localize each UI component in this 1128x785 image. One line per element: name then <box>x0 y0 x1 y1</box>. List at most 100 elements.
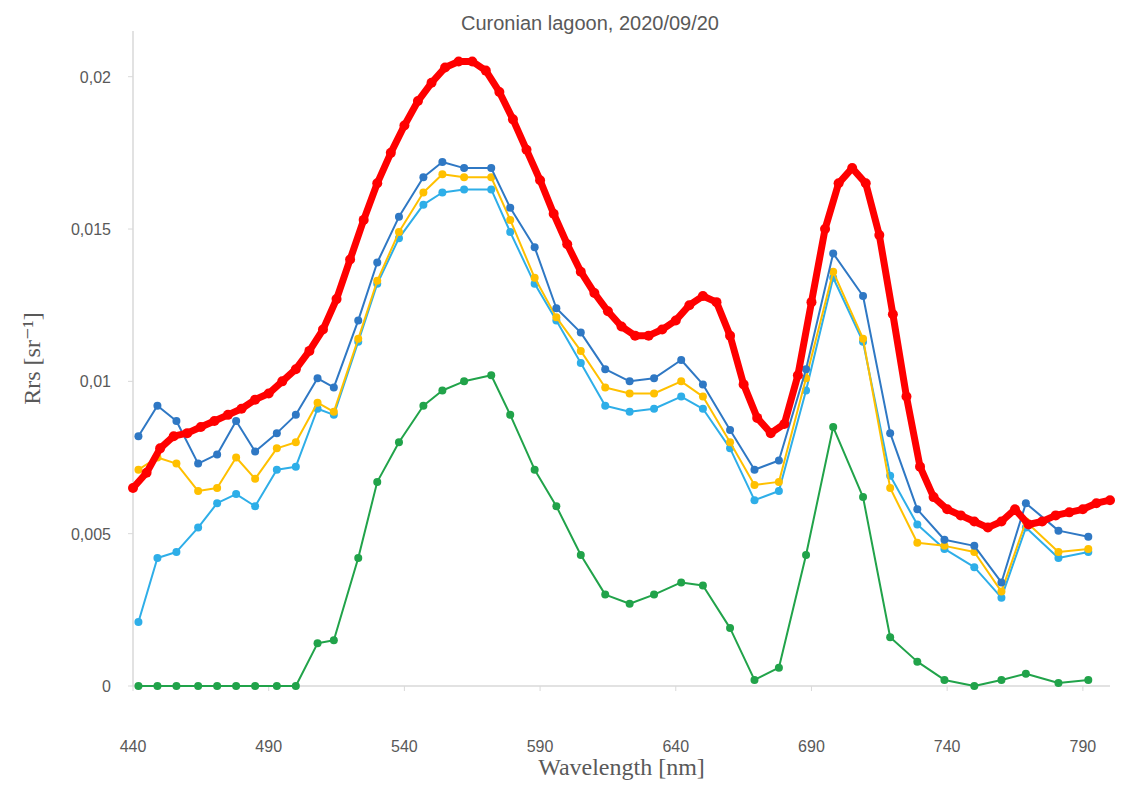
x-tick-label: 740 <box>934 738 961 755</box>
y-axis-line <box>132 31 134 686</box>
series-point <box>386 148 396 158</box>
series-point <box>1054 527 1062 535</box>
y-tick-label: 0 <box>102 678 111 695</box>
x-tick <box>811 686 812 691</box>
series-point <box>1064 507 1074 517</box>
series-point <box>153 682 161 690</box>
series-point <box>874 230 884 240</box>
series-point <box>779 419 789 429</box>
series-point <box>454 56 464 66</box>
series-point <box>332 294 342 304</box>
series-point <box>1084 545 1092 553</box>
series-point <box>725 331 735 341</box>
series-point <box>209 416 219 426</box>
series-point <box>577 551 585 559</box>
series-point <box>847 163 857 173</box>
series-point <box>1084 533 1092 541</box>
series-point <box>395 438 403 446</box>
y-tick <box>128 229 133 230</box>
series-point <box>1105 495 1115 505</box>
series-point <box>589 288 599 298</box>
series-point <box>251 447 259 455</box>
series-point <box>487 185 495 193</box>
series-point <box>395 213 403 221</box>
series-point <box>626 377 634 385</box>
x-tick-label: 690 <box>798 738 825 755</box>
series-point <box>373 478 381 486</box>
series-point <box>750 676 758 684</box>
series-point <box>820 224 830 234</box>
series-point <box>983 523 993 533</box>
series-point <box>886 429 894 437</box>
y-tick <box>128 533 133 534</box>
x-tick-label: 490 <box>255 738 282 755</box>
x-tick <box>133 686 134 691</box>
x-tick <box>404 686 405 691</box>
series-point <box>699 380 707 388</box>
series-point <box>134 618 142 626</box>
series-point <box>766 428 776 438</box>
series-point <box>314 399 322 407</box>
series-point <box>438 170 446 178</box>
series-point <box>213 484 221 492</box>
series-point <box>354 316 362 324</box>
y-tick-label: 0,015 <box>71 221 111 238</box>
series-point <box>373 259 381 267</box>
x-tick-label: 790 <box>1070 738 1097 755</box>
series-point <box>901 392 911 402</box>
series-point <box>506 204 514 212</box>
series-point <box>172 548 180 556</box>
series-point <box>577 359 585 367</box>
series-point <box>232 682 240 690</box>
y-tick-label: 0,005 <box>71 526 111 543</box>
series-point <box>314 639 322 647</box>
series-point <box>913 521 921 529</box>
series-point <box>213 450 221 458</box>
series-point <box>213 499 221 507</box>
series-point <box>213 682 221 690</box>
series-point <box>314 374 322 382</box>
series-point <box>834 178 844 188</box>
series-point <box>273 444 281 452</box>
y-tick <box>128 381 133 382</box>
series-line <box>138 189 1088 622</box>
series-point <box>940 676 948 684</box>
series-point <box>531 274 539 282</box>
series-point <box>330 383 338 391</box>
series-point <box>650 374 658 382</box>
chart: Curonian lagoon, 2020/09/2000,0050,010,0… <box>0 0 1128 785</box>
series-point <box>194 524 202 532</box>
series-point <box>1022 670 1030 678</box>
series-point <box>750 466 758 474</box>
plot-area <box>128 56 1115 690</box>
series-point <box>859 292 867 300</box>
x-tick-label: 540 <box>391 738 418 755</box>
series-point <box>549 209 559 219</box>
series-point <box>531 243 539 251</box>
series-point <box>460 377 468 385</box>
series-point <box>395 228 403 236</box>
series-point <box>996 516 1006 526</box>
series-point <box>1084 676 1092 684</box>
series-point <box>1051 510 1061 520</box>
series-point <box>970 682 978 690</box>
series-point <box>1078 504 1088 514</box>
series-point <box>182 428 192 438</box>
series-point <box>506 228 514 236</box>
x-tick-label: 440 <box>120 738 147 755</box>
series-point <box>506 216 514 224</box>
series-point <box>292 682 300 690</box>
series-point <box>292 438 300 446</box>
series-point <box>440 63 450 73</box>
series-point <box>354 554 362 562</box>
series-point <box>1054 548 1062 556</box>
series-point <box>997 578 1005 586</box>
series-point <box>671 315 681 325</box>
series-point <box>264 389 274 399</box>
series-point <box>1024 520 1034 530</box>
series-line <box>138 375 1088 686</box>
series-point <box>128 483 138 493</box>
series-point <box>997 588 1005 596</box>
series-point <box>644 331 654 341</box>
series-point <box>194 487 202 495</box>
